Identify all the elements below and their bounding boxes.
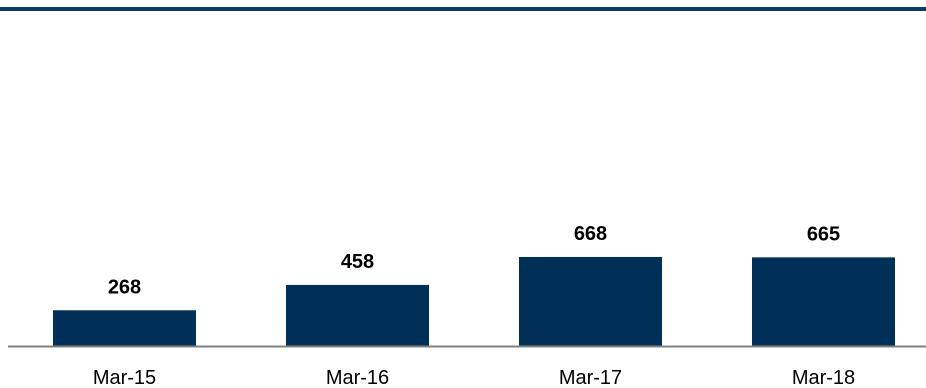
value-label-mar-18: 665 (807, 223, 840, 245)
header-rule (0, 7, 926, 11)
category-label-mar-15: Mar-15 (93, 367, 156, 388)
value-labels-group: 268 458 668 665 (108, 223, 840, 298)
bars-group (53, 256, 895, 346)
bar-mar-17 (519, 256, 662, 346)
value-label-mar-17: 668 (574, 223, 607, 245)
category-label-mar-17: Mar-17 (559, 367, 622, 388)
category-label-mar-16: Mar-16 (326, 367, 389, 388)
bar-mar-16 (286, 284, 429, 346)
value-label-mar-15: 268 (108, 276, 141, 298)
category-labels-group: Mar-15 Mar-16 Mar-17 Mar-18 (93, 367, 855, 388)
value-label-mar-16: 458 (341, 251, 374, 273)
bar-mar-15 (53, 310, 196, 346)
category-label-mar-18: Mar-18 (792, 367, 855, 388)
bar-mar-18 (752, 257, 895, 346)
